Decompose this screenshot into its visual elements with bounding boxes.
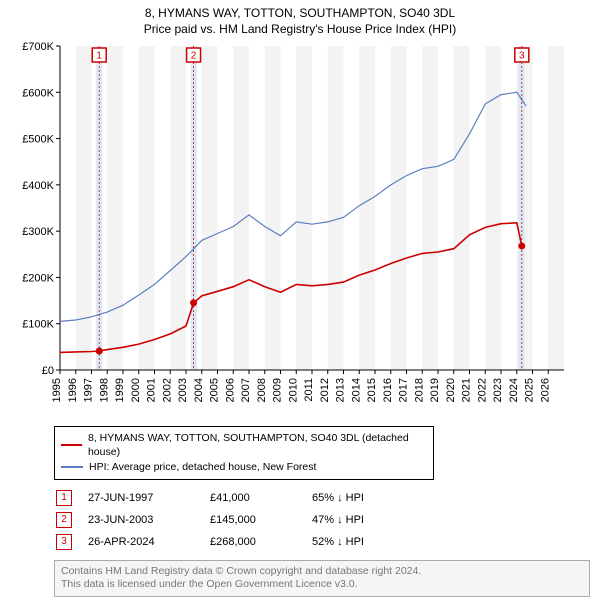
sale-marker-icon: 2 (56, 512, 72, 528)
attribution-footer: Contains HM Land Registry data © Crown c… (54, 560, 590, 597)
svg-text:1996: 1996 (67, 378, 79, 402)
svg-text:2012: 2012 (319, 378, 331, 402)
svg-text:1995: 1995 (51, 378, 63, 402)
svg-text:£300K: £300K (22, 226, 54, 238)
svg-text:2010: 2010 (287, 378, 299, 402)
svg-text:2008: 2008 (256, 378, 268, 402)
svg-text:2025: 2025 (524, 378, 536, 402)
sales-table: 1 27-JUN-1997£41,00065% ↓ HPI 2 23-JUN-2003… (54, 486, 366, 554)
sale-vs-hpi: 65% ↓ HPI (312, 492, 364, 504)
sale-price: £268,000 (210, 536, 310, 548)
svg-text:1999: 1999 (114, 378, 126, 402)
legend-swatch (61, 444, 82, 446)
svg-text:1997: 1997 (83, 378, 95, 402)
svg-text:£700K: £700K (22, 41, 54, 53)
svg-text:2005: 2005 (209, 378, 221, 402)
sale-marker-icon: 3 (56, 534, 72, 550)
footer-line1: Contains HM Land Registry data © Crown c… (61, 565, 583, 579)
sales-row: 3 26-APR-2024£268,00052% ↓ HPI (56, 532, 364, 552)
sale-date: 23-JUN-2003 (88, 514, 208, 526)
svg-text:£100K: £100K (22, 318, 54, 330)
svg-text:2011: 2011 (303, 378, 315, 402)
svg-text:2002: 2002 (161, 378, 173, 402)
legend-label: 8, HYMANS WAY, TOTTON, SOUTHAMPTON, SO40… (88, 431, 427, 460)
svg-text:2017: 2017 (398, 378, 410, 402)
svg-text:1: 1 (96, 50, 102, 61)
svg-text:2021: 2021 (461, 378, 473, 402)
svg-text:2020: 2020 (445, 378, 457, 402)
legend-label: HPI: Average price, detached house, New … (89, 460, 316, 475)
svg-text:1998: 1998 (98, 378, 110, 402)
svg-text:2000: 2000 (130, 378, 142, 402)
svg-text:2016: 2016 (382, 378, 394, 402)
svg-text:2009: 2009 (272, 378, 284, 402)
chart-title-line2: Price paid vs. HM Land Registry's House … (10, 22, 590, 36)
svg-text:2022: 2022 (476, 378, 488, 402)
svg-text:2015: 2015 (366, 378, 378, 402)
sales-row: 2 23-JUN-2003£145,00047% ↓ HPI (56, 510, 364, 530)
svg-text:£500K: £500K (22, 133, 54, 145)
sale-date: 27-JUN-1997 (88, 492, 208, 504)
svg-text:2013: 2013 (335, 378, 347, 402)
sale-marker-icon: 1 (56, 490, 72, 506)
price-chart: £0 £100K £200K £300K £400K £500K £600K £700K 199… (16, 40, 576, 420)
svg-text:£0: £0 (42, 365, 54, 377)
svg-text:£200K: £200K (22, 272, 54, 284)
svg-text:£400K: £400K (22, 179, 54, 191)
svg-text:2007: 2007 (240, 378, 252, 402)
sale-price: £41,000 (210, 492, 310, 504)
legend-row-hpi: HPI: Average price, detached house, New … (61, 460, 427, 475)
sale-vs-hpi: 47% ↓ HPI (312, 514, 364, 526)
svg-text:2014: 2014 (350, 378, 362, 402)
svg-text:2001: 2001 (146, 378, 158, 402)
chart-title-line1: 8, HYMANS WAY, TOTTON, SOUTHAMPTON, SO40… (10, 6, 590, 22)
sales-row: 1 27-JUN-1997£41,00065% ↓ HPI (56, 488, 364, 508)
svg-text:£600K: £600K (22, 87, 54, 99)
chart-legend: 8, HYMANS WAY, TOTTON, SOUTHAMPTON, SO40… (54, 426, 434, 480)
svg-text:2003: 2003 (177, 378, 189, 402)
sale-vs-hpi: 52% ↓ HPI (312, 536, 364, 548)
svg-text:3: 3 (519, 50, 525, 61)
svg-text:2023: 2023 (492, 378, 504, 402)
svg-text:2: 2 (191, 50, 197, 61)
svg-text:2004: 2004 (193, 378, 205, 402)
svg-text:2019: 2019 (429, 378, 441, 402)
sale-price: £145,000 (210, 514, 310, 526)
svg-text:2018: 2018 (413, 378, 425, 402)
legend-row-price-paid: 8, HYMANS WAY, TOTTON, SOUTHAMPTON, SO40… (61, 431, 427, 460)
svg-text:2026: 2026 (539, 378, 551, 402)
legend-swatch (61, 466, 83, 468)
svg-text:2006: 2006 (224, 378, 236, 402)
sale-date: 26-APR-2024 (88, 536, 208, 548)
svg-text:2024: 2024 (508, 378, 520, 402)
